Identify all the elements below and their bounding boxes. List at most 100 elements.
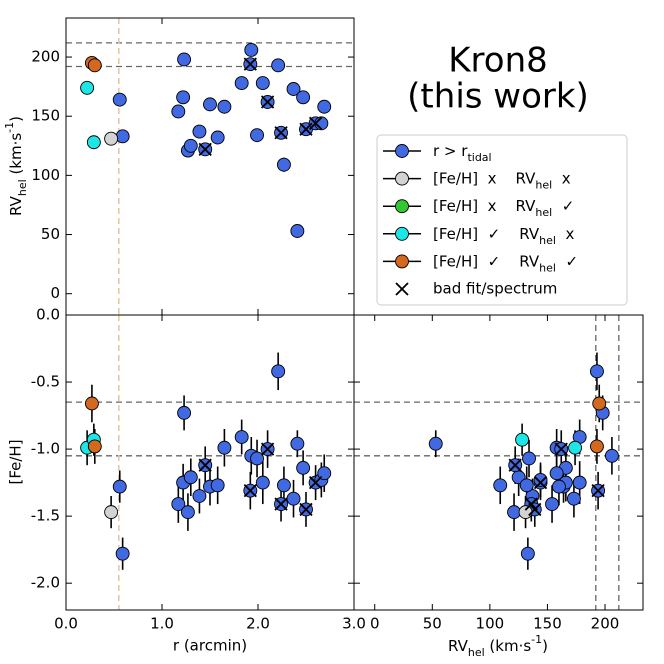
point [115, 546, 130, 561]
point [180, 505, 195, 520]
legend-label: [Fe/H] x RVhel ✓ [433, 197, 574, 219]
legend-marker [395, 254, 409, 269]
point [522, 451, 536, 466]
point [549, 466, 564, 481]
point [428, 436, 443, 451]
point [551, 479, 566, 494]
chart-title: Kron8 [448, 41, 548, 81]
x-tick-label: 100 [476, 615, 505, 633]
bad-marker [554, 442, 568, 456]
legend-label: [Fe/H] ✓ RVhel ✓ [433, 252, 578, 274]
y-tick-label: 0 [50, 284, 60, 302]
point [568, 440, 583, 455]
point [250, 451, 264, 466]
y-tick-label: -1.5 [31, 507, 60, 525]
point [533, 472, 548, 487]
y-tick-label: -2.0 [31, 574, 60, 592]
point [86, 135, 101, 150]
point [192, 124, 207, 139]
point [210, 478, 225, 493]
bad-marker [308, 116, 323, 130]
x-tick-label: 0 [370, 615, 380, 633]
bad-marker [198, 458, 212, 472]
point [507, 505, 521, 520]
point [210, 130, 225, 145]
point [104, 505, 119, 520]
legend-marker [395, 171, 409, 186]
point [171, 497, 186, 512]
point [566, 491, 581, 506]
bad-marker [243, 57, 257, 71]
y-tick-label: 50 [41, 225, 60, 243]
point [520, 546, 535, 561]
bad-marker [299, 122, 313, 136]
point [217, 440, 232, 455]
x-tick-label: 50 [423, 615, 442, 633]
point [183, 138, 198, 153]
point [317, 99, 332, 114]
point [84, 396, 99, 411]
point [177, 52, 192, 67]
point [589, 364, 604, 379]
point [244, 42, 259, 57]
point [271, 58, 286, 73]
point [177, 405, 192, 420]
point [493, 478, 508, 493]
x-tick-label: 0.0 [54, 615, 78, 633]
point [192, 489, 207, 503]
point [112, 479, 127, 494]
point [572, 475, 587, 490]
bad-marker [243, 484, 257, 498]
point [234, 76, 249, 91]
point [176, 90, 191, 105]
point [217, 99, 232, 114]
point [604, 448, 619, 463]
point [276, 157, 291, 172]
bad-marker [533, 475, 548, 490]
point [545, 497, 559, 512]
legend-marker [395, 199, 409, 214]
point [592, 396, 607, 411]
y-tick-label: -1.0 [31, 440, 60, 458]
bad-marker [274, 497, 288, 511]
x-tick-label: 150 [533, 615, 562, 633]
point [171, 104, 186, 119]
bad-marker [508, 458, 522, 472]
point [203, 97, 217, 112]
point [250, 128, 264, 143]
point [515, 432, 530, 447]
legend-label: [Fe/H] x RVhel x [433, 169, 571, 191]
y-axis-label: RVhel (km·s-1) [3, 116, 29, 216]
panel-frame [353, 314, 644, 611]
legend-label: [Fe/H] ✓ RVhel x [433, 224, 574, 246]
point [296, 90, 311, 105]
point [271, 364, 286, 379]
point [255, 76, 270, 91]
point [112, 92, 127, 107]
x-tick-label: 3.0 [342, 615, 366, 633]
point [115, 129, 130, 144]
point [290, 436, 305, 451]
legend-marker [395, 144, 409, 158]
point [286, 491, 301, 506]
chart-subtitle: (this work) [407, 77, 589, 117]
point [234, 430, 249, 444]
legend-label: r > rtidal [433, 142, 492, 164]
x-axis-label: r (arcmin) [173, 637, 247, 655]
point [183, 470, 198, 485]
bad-marker [591, 484, 605, 498]
y-tick-label: 150 [31, 107, 60, 125]
x-tick-label: 200 [591, 615, 620, 633]
legend-box [376, 134, 628, 306]
point [87, 439, 102, 454]
point [296, 460, 311, 475]
legend-marker [395, 226, 409, 241]
point [286, 82, 301, 96]
point [255, 475, 270, 490]
y-axis-label: [Fe/H] [7, 439, 25, 484]
y-tick-label: 100 [31, 166, 60, 184]
bad-marker [528, 502, 542, 517]
point [87, 58, 102, 73]
